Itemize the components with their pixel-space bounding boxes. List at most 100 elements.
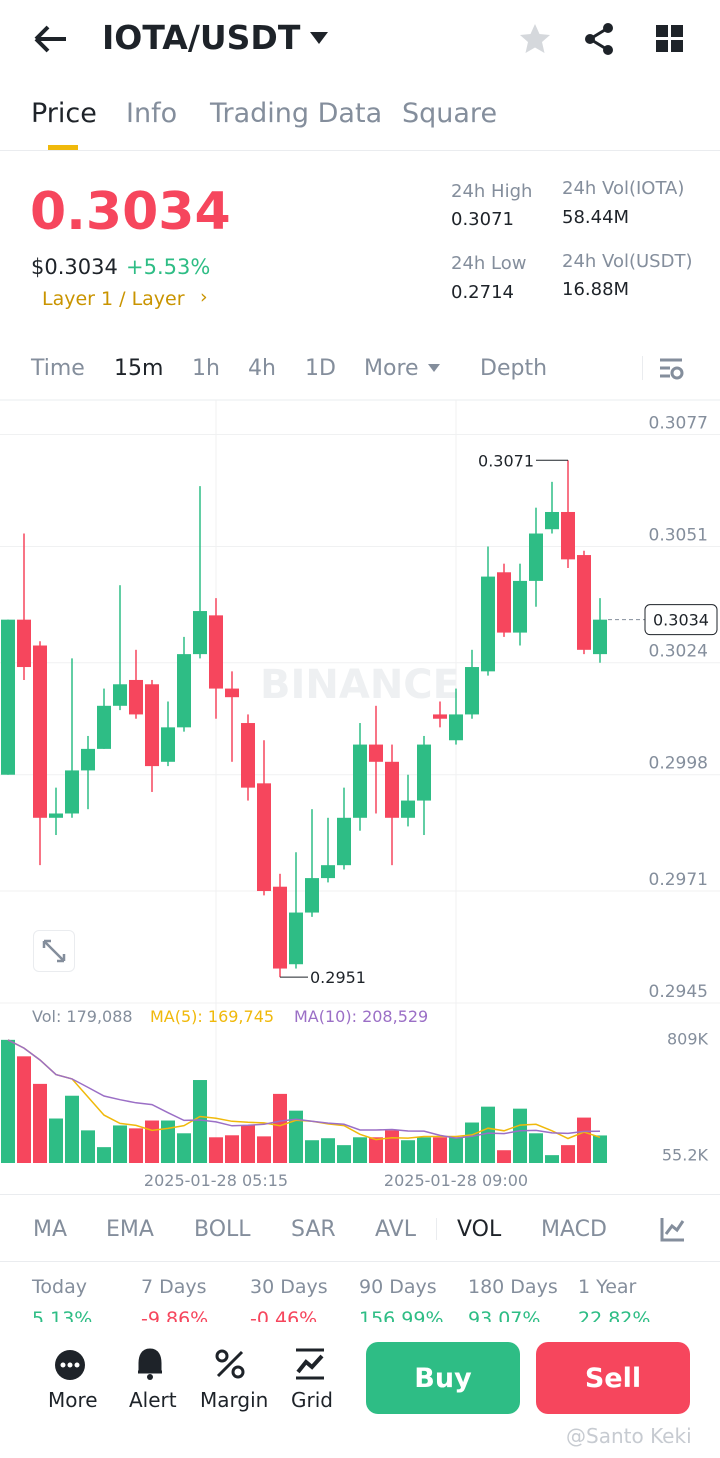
volume-bar — [113, 1125, 127, 1163]
candle-body — [225, 688, 239, 698]
indicator-tab[interactable]: SAR — [291, 1217, 336, 1242]
volume-bar — [161, 1120, 175, 1163]
volume-bar — [209, 1137, 223, 1163]
action-label[interactable]: Grid — [291, 1388, 333, 1412]
period-value: 93.07% — [468, 1308, 541, 1322]
volume-bar — [545, 1155, 559, 1163]
interval[interactable]: 1D — [305, 356, 336, 381]
interval[interactable]: Depth — [480, 356, 548, 381]
usd-price: $0.3034 — [31, 255, 118, 279]
volume-bar — [193, 1080, 207, 1163]
candle-body — [289, 912, 303, 965]
candle-body — [417, 744, 431, 801]
divider — [0, 150, 720, 151]
divider — [0, 1261, 720, 1262]
divider — [0, 1194, 720, 1195]
ma5-label: MA(5): 169,745 — [150, 1007, 274, 1026]
candle-body — [385, 761, 399, 818]
margin-icon[interactable] — [214, 1348, 246, 1380]
more-caret[interactable] — [427, 363, 441, 373]
vol-tick-label: 55.2K — [662, 1146, 709, 1165]
interval[interactable]: More — [364, 356, 419, 381]
indicator-tab[interactable]: MACD — [541, 1217, 607, 1242]
volume-bar — [529, 1133, 543, 1163]
volume-bar — [33, 1083, 47, 1163]
volume-bar — [225, 1135, 239, 1163]
period-value: 22.82% — [578, 1308, 651, 1322]
candle-body — [577, 555, 591, 650]
stat-value: 0.2714 — [451, 282, 514, 303]
interval[interactable]: Time — [31, 356, 85, 381]
volume-bar — [17, 1056, 31, 1163]
action-label[interactable]: Alert — [129, 1388, 177, 1412]
action-label[interactable]: Margin — [200, 1388, 269, 1412]
more-icon[interactable] — [53, 1348, 87, 1382]
tab[interactable]: Price — [31, 98, 97, 129]
y-tick-label: 0.3077 — [649, 413, 708, 433]
alert-icon[interactable] — [134, 1347, 166, 1381]
share-icon[interactable] — [582, 22, 616, 56]
indicator-tab[interactable]: EMA — [106, 1217, 154, 1242]
sector-tag[interactable]: Layer 1 / Layer — [42, 288, 185, 310]
y-tick-label: 0.3051 — [649, 525, 708, 545]
candle-body — [481, 576, 495, 672]
action-label[interactable]: More — [48, 1388, 98, 1412]
volume-bar — [449, 1137, 463, 1163]
candle-body — [129, 679, 143, 715]
tab[interactable]: Trading Data — [210, 98, 383, 129]
volume-bar — [177, 1133, 191, 1163]
indicator-tab[interactable]: VOL — [457, 1217, 502, 1242]
candle-body — [353, 744, 367, 818]
period-label: 1 Year — [578, 1276, 637, 1298]
volume-bar — [401, 1140, 415, 1163]
volume-bar — [145, 1120, 159, 1163]
stat-value: 58.44M — [562, 207, 630, 228]
indicator-settings[interactable] — [660, 1216, 686, 1242]
grid-bot-icon[interactable] — [294, 1348, 326, 1380]
volume-bar — [593, 1135, 607, 1163]
vol-tick-label: 809K — [667, 1029, 709, 1048]
candle-body — [449, 714, 463, 741]
interval[interactable]: 15m — [114, 356, 164, 381]
candle-body — [97, 705, 111, 749]
tab[interactable]: Square — [402, 98, 498, 129]
y-tick-label: 0.3024 — [649, 642, 708, 662]
indicator-tab[interactable]: MA — [33, 1217, 68, 1242]
candle-body — [241, 723, 255, 788]
interval[interactable]: 1h — [192, 356, 220, 381]
candle-body — [545, 511, 559, 530]
period-value: -9.86% — [141, 1308, 209, 1322]
price-change: +5.53% — [126, 255, 211, 279]
volume-bar — [337, 1145, 351, 1163]
ma5-line — [7, 1039, 601, 1141]
volume-bar — [289, 1110, 303, 1163]
y-tick-label: 0.2998 — [649, 754, 708, 774]
tab[interactable]: Info — [126, 98, 178, 129]
chevron[interactable]: › — [200, 286, 208, 308]
pair-dropdown[interactable] — [308, 30, 330, 46]
expand-button[interactable] — [33, 930, 75, 972]
volume-bar — [273, 1093, 287, 1163]
ma10-line — [7, 1039, 601, 1139]
sell-button[interactable]: Sell — [536, 1342, 690, 1414]
volume-bar — [577, 1117, 591, 1163]
pair-title[interactable]: IOTA/USDT — [102, 18, 301, 57]
back-icon[interactable] — [30, 22, 70, 56]
indicator-tab[interactable]: AVL — [375, 1217, 416, 1242]
indicator-tab[interactable]: BOLL — [194, 1217, 251, 1242]
settings-icon[interactable] — [658, 356, 686, 382]
candle-body — [433, 714, 447, 719]
volume-bar — [417, 1137, 431, 1163]
volume-bar — [305, 1140, 319, 1163]
candle-body — [161, 727, 175, 762]
performance-row: Today 5.13% 7 Days -9.86% 30 Days -0.46%… — [0, 1270, 720, 1322]
buy-button[interactable]: Buy — [366, 1342, 520, 1414]
star-icon[interactable] — [518, 22, 552, 56]
period-value: 5.13% — [32, 1308, 93, 1322]
interval[interactable]: 4h — [248, 356, 276, 381]
candle-body — [49, 813, 63, 818]
grid-icon[interactable] — [655, 24, 685, 54]
stat-label: 24h Low — [451, 253, 527, 274]
candle-body — [17, 619, 31, 668]
